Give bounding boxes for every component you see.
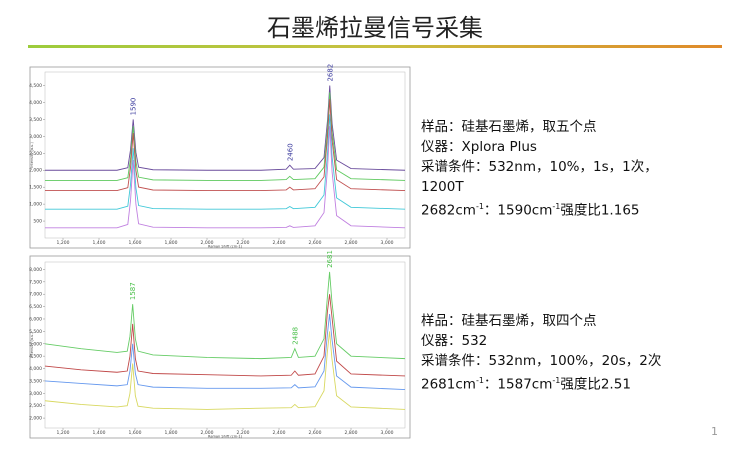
note-line: 采谱条件：532nm，100%，20s，2次 <box>421 353 662 369</box>
peak-label: 2460 <box>286 143 294 161</box>
spectrum-line <box>45 126 406 229</box>
y-tick-label: 5,000 <box>29 341 42 347</box>
y-tick-label: 8,000 <box>29 267 42 273</box>
chart-frame <box>29 255 411 439</box>
y-tick-label: 6,000 <box>29 316 42 322</box>
ratio-text: ：1587cm <box>483 376 553 393</box>
page-number: 1 <box>711 425 718 438</box>
superscript: -1 <box>475 376 484 385</box>
spectrum-line <box>45 99 406 192</box>
ratio-text: 2682cm <box>421 202 476 219</box>
superscript: -1 <box>475 202 484 211</box>
y-tick-label: 5,500 <box>29 329 42 335</box>
x-tick-label: 2,000 <box>201 430 214 436</box>
spectrum-line <box>44 331 406 410</box>
y-tick-label: 2,500 <box>29 403 42 409</box>
superscript: -1 <box>552 202 561 211</box>
y-axis-label: Intensity (a.u.) <box>30 142 34 168</box>
y-tick-label: 3,500 <box>29 378 42 384</box>
y-tick-label: 2,500 <box>29 151 42 157</box>
x-tick-label: 2,600 <box>309 430 322 436</box>
x-tick-label: 2,400 <box>273 240 286 246</box>
spectrum-line <box>44 271 406 360</box>
note-line: 1200T <box>421 179 464 195</box>
y-tick-label: 3,000 <box>29 391 42 397</box>
peak-label: 2681 <box>326 250 334 268</box>
peak-label: 2488 <box>291 327 299 345</box>
spectrum-line <box>44 294 406 377</box>
y-tick-label: 3,000 <box>29 134 42 140</box>
superscript: -1 <box>552 376 561 385</box>
y-tick-label: 500 <box>33 219 42 225</box>
note-line: 样品：硅基石墨烯，取四个点 <box>421 313 597 329</box>
notes: 样品：硅基石墨烯，取四个点 仪器：532 采谱条件：532nm，100%，20s，2… <box>421 311 661 395</box>
ratio-line: 2682cm-1：1590cm-1强度比1.165 <box>421 197 658 221</box>
x-tick-label: 1,400 <box>93 430 106 436</box>
x-tick-label: 1,400 <box>93 240 106 246</box>
notes: 样品：硅基石墨烯，取五个点 仪器：Xplora Plus 采谱条件：532nm，10… <box>421 117 658 221</box>
note-line: 仪器：532 <box>421 333 488 349</box>
peak-label: 1587 <box>129 282 137 300</box>
title-rule <box>28 45 722 48</box>
plot-area <box>44 261 406 429</box>
peak-label: 1590 <box>130 98 138 116</box>
slide-title: 石墨烯拉曼信号采集 <box>267 14 483 42</box>
ratio-text: 强度比2.51 <box>560 376 631 393</box>
y-tick-label: 4,000 <box>29 366 42 372</box>
y-tick-label: 2,000 <box>29 416 42 422</box>
y-axis-label: Intensity (a.u.) <box>30 332 34 358</box>
x-axis-label: Raman Shift (cm-1) <box>208 245 243 249</box>
spectrum-line <box>45 114 406 210</box>
peak-label: 2682 <box>326 64 334 82</box>
x-tick-label: 2,400 <box>273 430 286 436</box>
y-tick-label: 4,500 <box>29 354 42 360</box>
y-tick-label: 7,500 <box>29 279 42 285</box>
x-tick-label: 1,800 <box>165 430 178 436</box>
x-tick-label: 1,200 <box>57 240 70 246</box>
ratio-line: 2681cm-1：1587cm-1强度比2.51 <box>421 371 661 395</box>
ratio-text: 强度比1.165 <box>560 202 640 219</box>
x-tick-label: 2,200 <box>237 240 250 246</box>
ratio-text: ：1590cm <box>483 202 553 219</box>
x-tick-label: 1,600 <box>129 430 142 436</box>
x-tick-label: 2,800 <box>345 430 358 436</box>
y-tick-label: 4,000 <box>29 100 42 106</box>
note-line: 仪器：Xplora Plus <box>421 139 537 155</box>
y-tick-label: 7,000 <box>29 292 42 298</box>
y-tick-label: 1,000 <box>29 202 42 208</box>
x-tick-label: 2,800 <box>345 240 358 246</box>
x-tick-label: 3,000 <box>381 430 394 436</box>
x-tick-label: 1,800 <box>165 240 178 246</box>
x-tick-label: 1,600 <box>129 240 142 246</box>
y-tick-label: 4,500 <box>29 83 42 89</box>
x-tick-label: 1,200 <box>57 430 70 436</box>
x-tick-label: 3,000 <box>381 240 394 246</box>
note-line: 样品：硅基石墨烯，取五个点 <box>421 119 597 135</box>
y-tick-label: 3,500 <box>29 117 42 123</box>
y-tick-label: 1,500 <box>29 185 42 191</box>
x-tick-label: 2,000 <box>201 240 214 246</box>
note-line: 采谱条件：532nm，10%，1s，1次， <box>421 159 658 175</box>
y-tick-label: 6,500 <box>29 304 42 310</box>
spectrum-line <box>44 313 406 391</box>
ratio-text: 2681cm <box>421 376 476 393</box>
x-tick-label: 2,200 <box>237 430 250 436</box>
x-tick-label: 2,600 <box>309 240 322 246</box>
x-axis-label: Raman Shift (cm-1) <box>208 435 243 439</box>
y-tick-label: 2,000 <box>29 168 42 174</box>
chart-frame <box>29 66 411 249</box>
plot-area <box>44 71 406 239</box>
